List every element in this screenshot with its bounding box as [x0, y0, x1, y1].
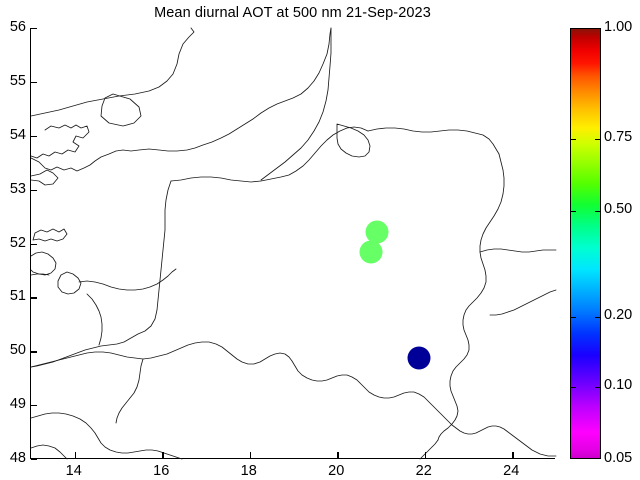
colorbar-tick-0_10-right — [595, 387, 600, 389]
border-slovakia-hungary — [489, 289, 557, 316]
coastline-fyn-zealand — [57, 271, 82, 295]
coastline-baltic-south — [30, 27, 332, 172]
y-tick-label-48: 48 — [9, 450, 26, 466]
island-bornholm — [100, 93, 142, 127]
x-tick-18 — [249, 452, 252, 458]
y-tick-label-52: 52 — [9, 234, 26, 251]
colorbar-label-1_00: 1.00 — [604, 19, 633, 35]
colorbar-tick-0_75 — [571, 139, 576, 141]
coastline-denmark-islands — [32, 228, 68, 242]
coastline-lubeck-bay — [78, 268, 177, 291]
colorbar-tick-0_75-right — [595, 139, 600, 141]
colorbar-tick-0_10 — [571, 387, 576, 389]
colorbar[interactable] — [570, 28, 601, 459]
border-poland-south-czech — [30, 341, 557, 457]
map-plot-area[interactable] — [30, 27, 557, 461]
data-point-station-1[interactable] — [365, 220, 389, 244]
y-tick-label-50: 50 — [9, 342, 26, 359]
colorbar-tick-0_20 — [571, 317, 576, 319]
coastline-pomerania — [170, 126, 369, 183]
y-tick-label-53: 53 — [9, 180, 26, 197]
colorbar-tick-0_50 — [571, 211, 576, 213]
y-tick-51 — [31, 297, 37, 299]
x-tick-label-16: 16 — [153, 463, 170, 479]
border-poland-west-oder — [30, 180, 172, 368]
y-tick-54 — [31, 135, 37, 138]
colorbar-tick-0_50-right — [595, 211, 600, 213]
border-czech-austria-south — [30, 412, 183, 460]
colorbar-labels: 1.00 0.75 0.50 0.20 0.10 0.05 — [604, 19, 640, 466]
x-tick-label-24: 24 — [503, 463, 520, 479]
x-tick-label-22: 22 — [415, 463, 432, 479]
x-tick-label-18: 18 — [240, 463, 257, 479]
y-tick-48 — [31, 459, 37, 461]
y-tick-label-49: 49 — [9, 396, 26, 413]
x-tick-24 — [512, 452, 514, 458]
x-tick-14 — [74, 452, 77, 458]
coastline-vistula-lagoon — [336, 123, 371, 158]
coastline-south-germany-lake — [30, 444, 68, 460]
x-tick-16 — [162, 452, 164, 458]
colorbar-tick-0_20-right — [595, 317, 600, 319]
coastline-denmark-jutland — [30, 251, 57, 276]
border-kaliningrad-north — [367, 127, 500, 155]
x-tick-22 — [424, 452, 427, 458]
map-borders-layer — [30, 27, 557, 460]
colorbar-label-0_75: 0.75 — [604, 129, 633, 145]
x-tick-label-14: 14 — [65, 463, 82, 479]
coastline-denmark-north — [30, 27, 195, 117]
y-tick-49 — [31, 405, 37, 407]
y-axis-labels: 56 55 54 53 52 51 50 49 48 — [0, 19, 26, 466]
border-slovakia-south — [419, 439, 439, 460]
border-poland-east — [437, 153, 505, 441]
y-tick-label-56: 56 — [9, 19, 26, 35]
y-tick-label-51: 51 — [9, 288, 26, 305]
colorbar-label-0_10: 0.10 — [604, 377, 633, 393]
data-point-station-2[interactable] — [359, 240, 383, 264]
colorbar-label-0_20: 0.20 — [604, 307, 633, 323]
coastline-river-elbe — [86, 293, 103, 346]
y-tick-53 — [31, 189, 37, 191]
border-ukraine-belarus-inner — [479, 248, 557, 253]
y-tick-52 — [31, 243, 37, 245]
y-tick-55 — [31, 81, 37, 84]
y-tick-label-55: 55 — [9, 72, 26, 89]
coastline-ruegen — [30, 124, 90, 159]
y-tick-50 — [31, 351, 37, 353]
coastline-germany-baltic — [30, 169, 59, 186]
border-germany-czech-inner — [115, 358, 144, 424]
y-tick-label-54: 54 — [9, 126, 26, 143]
y-tick-56 — [31, 28, 37, 30]
page-title: Mean diurnal AOT at 500 nm 21-Sep-2023 — [154, 5, 431, 21]
data-point-station-3[interactable] — [407, 346, 431, 370]
coastline-hel-peninsula — [260, 27, 332, 181]
x-tick-20 — [337, 452, 339, 458]
colorbar-label-0_05: 0.05 — [604, 450, 633, 466]
x-tick-label-20: 20 — [328, 463, 345, 479]
colorbar-label-0_50: 0.50 — [604, 201, 633, 217]
